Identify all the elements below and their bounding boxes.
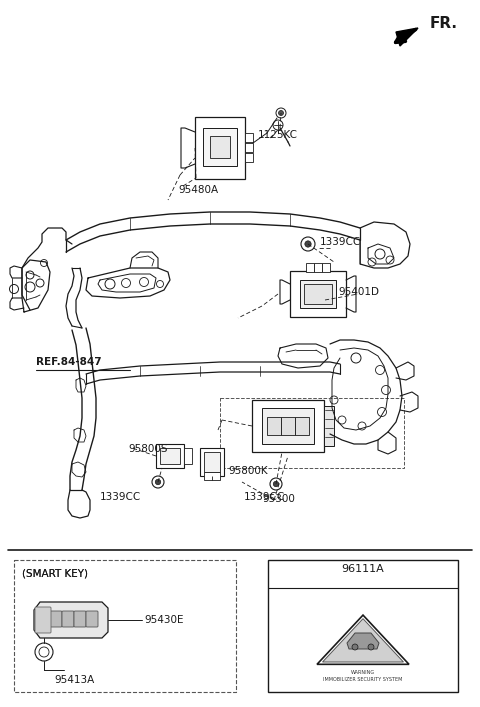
FancyBboxPatch shape	[50, 611, 62, 627]
Circle shape	[368, 644, 374, 650]
Text: 96111A: 96111A	[342, 564, 384, 574]
Text: (SMART KEY): (SMART KEY)	[22, 568, 88, 578]
Text: 95401D: 95401D	[338, 287, 379, 297]
Bar	[322, 263, 330, 272]
Text: WARNING
IMMOBILIZER SECURITY SYSTEM: WARNING IMMOBILIZER SECURITY SYSTEM	[324, 670, 403, 682]
Bar	[195, 117, 245, 179]
Circle shape	[352, 644, 358, 650]
Bar	[220, 398, 404, 468]
Text: FR.: FR.	[430, 16, 458, 31]
Bar	[245, 153, 253, 162]
Circle shape	[273, 481, 279, 486]
Bar	[268, 560, 458, 692]
Bar	[267, 417, 281, 435]
Bar	[304, 284, 332, 304]
Bar	[300, 280, 336, 308]
Text: 95480A: 95480A	[178, 185, 218, 195]
Bar	[160, 448, 180, 464]
Bar	[14, 560, 236, 692]
Bar	[281, 417, 295, 435]
FancyBboxPatch shape	[35, 607, 51, 633]
Text: 1339CC: 1339CC	[320, 237, 361, 247]
Bar	[245, 133, 253, 142]
Text: 95300: 95300	[262, 494, 295, 504]
Text: 95413A: 95413A	[54, 675, 94, 685]
Text: REF.84-847: REF.84-847	[36, 357, 102, 367]
Bar	[204, 472, 220, 480]
Bar	[262, 408, 314, 444]
Bar	[245, 143, 253, 152]
Bar	[203, 128, 237, 166]
Bar	[156, 444, 184, 468]
Bar	[290, 271, 346, 317]
Polygon shape	[317, 615, 409, 665]
Polygon shape	[323, 619, 404, 662]
Circle shape	[156, 479, 161, 485]
Polygon shape	[34, 602, 108, 638]
Bar	[204, 452, 220, 472]
FancyBboxPatch shape	[74, 611, 86, 627]
Bar	[314, 263, 322, 272]
Polygon shape	[396, 28, 418, 46]
Text: 95430E: 95430E	[144, 615, 183, 625]
Bar	[295, 417, 309, 435]
FancyBboxPatch shape	[86, 611, 98, 627]
Bar	[252, 400, 324, 452]
Bar	[324, 406, 334, 446]
Circle shape	[305, 241, 311, 247]
Bar	[210, 136, 230, 158]
Text: (SMART KEY): (SMART KEY)	[22, 568, 88, 578]
FancyBboxPatch shape	[62, 611, 74, 627]
Polygon shape	[347, 633, 379, 649]
Bar	[184, 448, 192, 464]
Text: 95800K: 95800K	[228, 466, 268, 476]
Bar	[200, 448, 224, 476]
Text: 1339CC: 1339CC	[100, 492, 141, 502]
Circle shape	[278, 110, 284, 115]
Text: 95800S: 95800S	[128, 444, 168, 454]
Bar	[306, 263, 314, 272]
Text: 1339CC: 1339CC	[244, 492, 285, 502]
Text: 1125KC: 1125KC	[258, 130, 298, 140]
